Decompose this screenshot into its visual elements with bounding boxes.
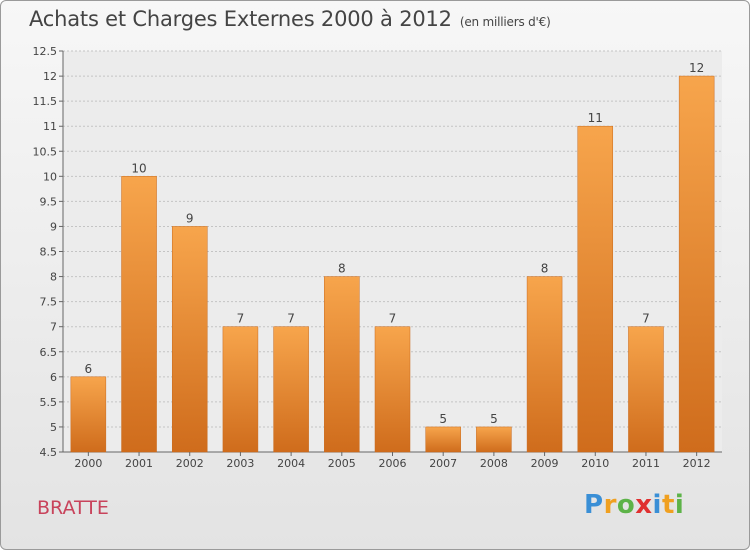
logo-letter: r: [603, 490, 617, 520]
x-tick-label: 2001: [125, 457, 153, 470]
y-tick-label: 11: [43, 120, 57, 133]
y-tick-label: 12.5: [33, 45, 58, 58]
y-tick-label: 9: [50, 220, 57, 233]
bar: [273, 326, 309, 453]
chart-title: Achats et Charges Externes 2000 à 2012 (e…: [29, 7, 551, 31]
x-tick-label: 2002: [176, 457, 204, 470]
y-tick-label: 9.5: [40, 195, 58, 208]
bar: [476, 426, 512, 453]
y-tick-label: 12: [43, 70, 57, 83]
y-tick-label: 11.5: [33, 95, 58, 108]
y-tick-label: 4.5: [40, 446, 58, 459]
y-tick-label: 7.5: [40, 296, 58, 309]
x-tick-label: 2004: [277, 457, 305, 470]
bar: [70, 376, 107, 453]
bar-value-label: 7: [287, 312, 295, 326]
bar-value-label: 11: [588, 111, 603, 125]
bar: [425, 426, 461, 453]
bar-value-label: 12: [689, 61, 704, 75]
chart-title-text: Achats et Charges Externes 2000 à 2012: [29, 7, 452, 31]
bar: [628, 326, 664, 453]
x-tick-label: 2011: [632, 457, 660, 470]
y-tick-label: 5: [50, 421, 57, 434]
bar-value-label: 7: [642, 312, 650, 326]
bar: [222, 326, 259, 453]
x-tick-label: 2007: [429, 457, 457, 470]
bar-value-label: 6: [85, 362, 93, 376]
x-tick-label: 2008: [480, 457, 508, 470]
x-tick-label: 2006: [379, 457, 407, 470]
bar: [121, 176, 157, 453]
bar-value-label: 8: [338, 262, 346, 276]
location-label: BRATTE: [37, 497, 109, 519]
x-tick-label: 2010: [581, 457, 609, 470]
bar-value-label: 5: [439, 412, 447, 426]
y-tick-label: 10: [43, 170, 57, 183]
bar-value-label: 7: [389, 312, 397, 326]
logo-letter: o: [616, 490, 636, 520]
logo-letter: x: [635, 490, 653, 520]
bar: [577, 125, 614, 453]
y-tick-label: 10.5: [33, 145, 58, 158]
logo-letter: t: [661, 490, 675, 520]
logo-letter: i: [652, 490, 662, 520]
x-tick-label: 2000: [74, 457, 102, 470]
y-tick-label: 6.5: [40, 346, 58, 359]
x-tick-label: 2005: [328, 457, 356, 470]
bar-value-label: 7: [237, 312, 245, 326]
bar-value-label: 9: [186, 211, 194, 225]
bar: [526, 276, 563, 453]
proxiti-logo: Proxiti: [584, 490, 684, 520]
x-tick-label: 2009: [531, 457, 559, 470]
chart-unit: (en milliers d'€): [459, 15, 551, 29]
bar-value-label: 5: [490, 412, 498, 426]
logo-letter: P: [584, 490, 604, 520]
x-tick-label: 2012: [683, 457, 711, 470]
bar: [171, 226, 208, 453]
y-tick-label: 6: [50, 371, 57, 384]
bar: [678, 75, 715, 453]
x-tick-label: 2003: [226, 457, 254, 470]
y-tick-label: 7: [50, 321, 57, 334]
y-tick-label: 8.5: [40, 246, 58, 259]
y-tick-label: 5.5: [40, 396, 58, 409]
bar-value-label: 8: [541, 262, 549, 276]
bar: [374, 326, 411, 453]
bar: [324, 276, 360, 453]
logo-letter: i: [674, 490, 685, 520]
bar-value-label: 10: [131, 161, 146, 175]
y-tick-label: 8: [50, 271, 57, 284]
